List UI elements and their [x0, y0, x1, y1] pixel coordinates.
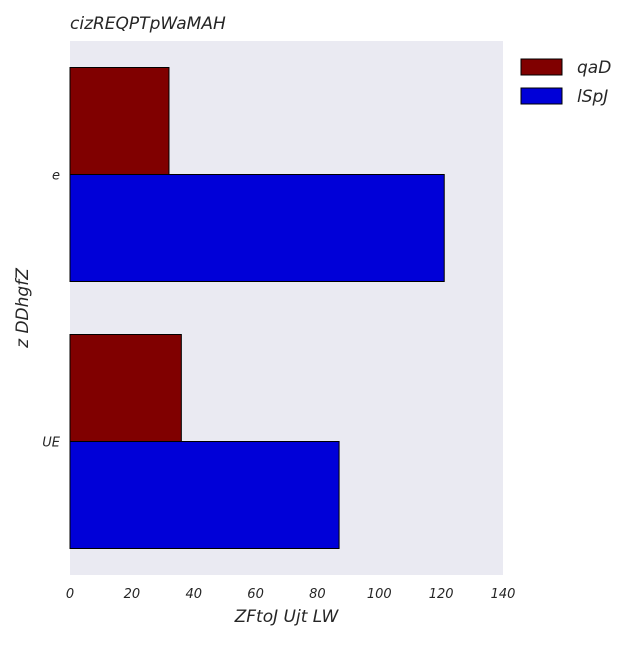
x-tick-label: 120 [429, 587, 454, 602]
x-tick-label: 80 [309, 587, 326, 602]
legend: qaD lSpJ [520, 58, 611, 107]
x-tick-label: 140 [491, 587, 516, 602]
x-tick-labels: 0 20 40 60 80 100 120 140 [66, 587, 516, 602]
x-axis-label: ZFtoJ Ujt LW [234, 607, 340, 627]
bar-lSpJ-UE [69, 441, 340, 549]
bar-qaD-e [69, 67, 170, 175]
legend-label-qaD: qaD [577, 58, 611, 78]
x-tick-label: 40 [185, 587, 202, 602]
bar-qaD-UE [69, 334, 182, 442]
y-tick-label: e [52, 169, 60, 184]
chart-title: cizREQPTpWaMAH [70, 14, 226, 34]
x-tick-label: 60 [247, 587, 264, 602]
bar-lSpJ-e [69, 174, 445, 282]
y-tick-label: UE [42, 436, 61, 451]
legend-swatch-lSpJ [520, 87, 563, 105]
bars-group [69, 67, 445, 549]
x-tick-label: 100 [367, 587, 392, 602]
x-tick-label: 20 [124, 587, 141, 602]
legend-label-lSpJ: lSpJ [577, 87, 608, 107]
legend-swatch-qaD [520, 58, 563, 76]
y-tick-labels: e UE [42, 169, 61, 451]
x-tick-label: 0 [66, 587, 74, 602]
y-axis-label: z DDhgfZ [13, 268, 33, 349]
